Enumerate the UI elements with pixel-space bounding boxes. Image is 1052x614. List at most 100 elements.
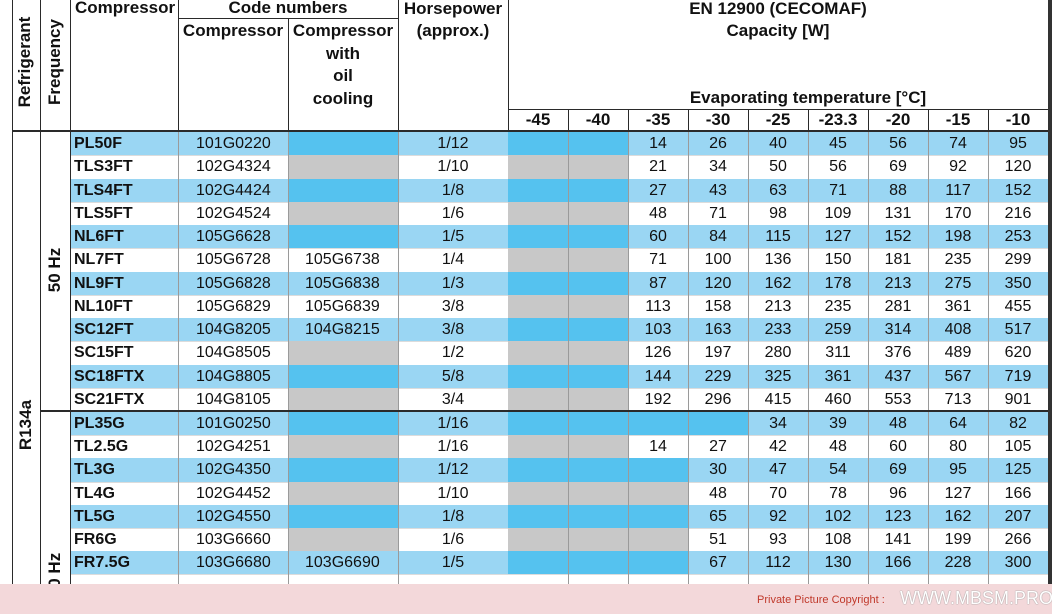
capacity-value: 152	[884, 228, 912, 245]
empty-cell	[508, 201, 568, 225]
capacity-value: 460	[824, 390, 852, 408]
capacity-value: 64	[949, 415, 967, 432]
model-name: PL50F	[74, 135, 123, 152]
horsepower: 1/5	[441, 228, 465, 245]
capacity-value: 553	[884, 390, 912, 408]
header-oil-cooling: oil	[333, 66, 353, 85]
oil-code-number: 104G8215	[305, 321, 380, 338]
temperature-label: -20	[885, 110, 911, 129]
capacity-value: 27	[649, 181, 667, 199]
empty-cell	[508, 481, 568, 505]
code-number: 102G4550	[196, 507, 271, 525]
capacity-value: 141	[884, 531, 912, 548]
capacity-value: 275	[944, 274, 972, 292]
capacity-value: 567	[944, 367, 972, 385]
capacity-value: 199	[944, 531, 972, 548]
temperature-label: -35	[645, 110, 671, 129]
horsepower: 1/12	[437, 461, 469, 479]
capacity-value: 60	[649, 228, 667, 245]
capacity-value: 48	[829, 438, 847, 456]
border-line	[508, 0, 509, 132]
capacity-value: 95	[949, 461, 967, 479]
capacity-value: 361	[824, 367, 852, 385]
capacity-value: 102	[824, 507, 852, 525]
empty-cell	[508, 364, 568, 388]
border-line	[508, 109, 1048, 110]
capacity-value: 109	[824, 204, 852, 222]
capacity-value: 96	[889, 484, 907, 502]
capacity-value: 713	[944, 390, 972, 408]
model-name: NL10FT	[74, 297, 133, 315]
column-line	[808, 109, 809, 590]
model-name: SC18FTX	[74, 367, 145, 385]
empty-cell	[628, 528, 688, 552]
capacity-value: 455	[1004, 297, 1032, 315]
empty-cell	[628, 458, 688, 482]
header-evaporating: Evaporating temperature [°C]	[689, 88, 927, 107]
column-line	[288, 130, 289, 590]
column-line	[688, 109, 689, 590]
capacity-value: 98	[769, 204, 787, 222]
border-line	[808, 109, 809, 132]
column-line	[928, 109, 929, 590]
empty-cell	[288, 458, 398, 482]
empty-cell	[508, 435, 568, 459]
capacity-value: 198	[944, 228, 972, 245]
copyright-label: Private Picture Copyright :	[757, 594, 885, 606]
capacity-value: 213	[764, 297, 792, 315]
column-line	[568, 109, 569, 590]
code-number: 102G4452	[196, 484, 271, 502]
empty-cell	[568, 271, 628, 295]
empty-cell	[568, 155, 628, 179]
header-horsepower: Horsepower	[403, 0, 503, 18]
code-number: 102G4350	[196, 461, 271, 479]
capacity-value: 115	[765, 228, 791, 245]
capacity-value: 63	[769, 181, 787, 199]
empty-cell	[508, 387, 568, 411]
capacity-value: 88	[889, 181, 907, 199]
temperature-label: -45	[525, 110, 551, 129]
empty-cell	[508, 504, 568, 528]
capacity-value: 150	[824, 251, 852, 269]
capacity-value: 39	[829, 415, 847, 432]
temperature-label: -25	[765, 110, 791, 129]
oil-code-number: 105G6838	[305, 274, 380, 292]
empty-cell	[568, 294, 628, 318]
capacity-value: 30	[709, 461, 727, 479]
capacity-value: 71	[709, 204, 727, 222]
empty-cell	[288, 178, 398, 202]
empty-cell	[628, 481, 688, 505]
capacity-value: 56	[829, 158, 847, 176]
capacity-value: 311	[825, 344, 851, 362]
empty-cell	[288, 504, 398, 528]
scroll-edge	[1048, 0, 1052, 584]
border-line	[70, 0, 71, 132]
empty-cell	[288, 412, 398, 436]
capacity-value: 296	[704, 390, 732, 408]
empty-cell	[568, 225, 628, 249]
horsepower: 3/8	[441, 321, 465, 338]
header-capacity: Capacity [W]	[726, 21, 830, 40]
empty-cell	[288, 155, 398, 179]
code-number: 104G8205	[196, 321, 271, 338]
horsepower: 1/16	[437, 438, 469, 456]
capacity-value: 197	[704, 344, 732, 362]
capacity-value: 170	[944, 204, 972, 222]
model-name: NL6FT	[74, 228, 124, 245]
border-line	[288, 18, 289, 132]
code-number: 102G4324	[196, 158, 271, 176]
border-line	[178, 0, 179, 132]
empty-cell	[508, 318, 568, 342]
capacity-value: 60	[889, 438, 907, 456]
capacity-value: 113	[645, 297, 671, 315]
code-number: 105G6829	[196, 297, 271, 315]
capacity-value: 152	[1004, 181, 1032, 199]
code-number: 105G6728	[196, 251, 271, 269]
header-oil-cooling: Compressor	[292, 21, 394, 40]
empty-cell	[508, 341, 568, 365]
column-line	[988, 109, 989, 590]
header-frequency: Frequency	[45, 19, 64, 105]
capacity-value: 48	[709, 484, 727, 502]
capacity-value: 43	[709, 181, 727, 199]
capacity-value: 84	[709, 228, 727, 245]
